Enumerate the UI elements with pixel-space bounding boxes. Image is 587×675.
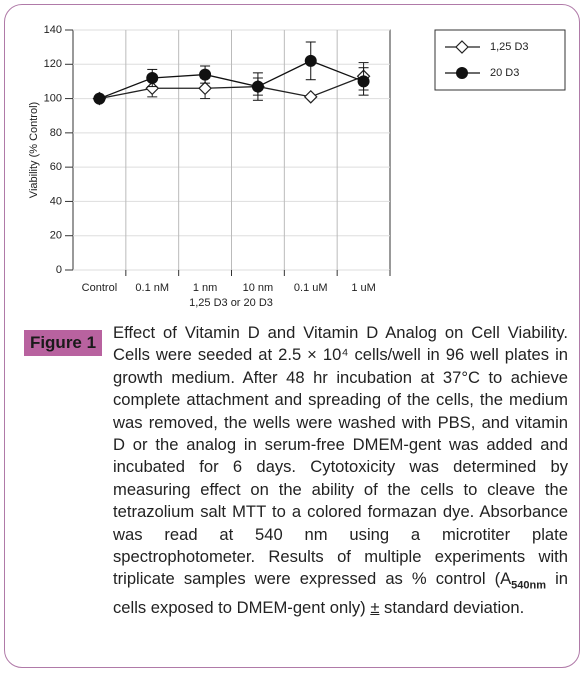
caption-text: Effect of Vitamin D and Vitamin D Analog…: [113, 323, 568, 589]
x-tick-label: 1 uM: [351, 282, 375, 294]
y-tick-label: 0: [56, 264, 62, 276]
data-point: [357, 75, 370, 88]
y-tick-label: 80: [50, 127, 62, 139]
caption-text: standard deviation.: [379, 598, 525, 618]
data-point: [146, 72, 159, 84]
caption-subscript: 540nm: [511, 579, 547, 592]
series-line: [99, 60, 364, 100]
y-axis-label: Viability (% Control): [28, 102, 40, 198]
chart: Viability (% Control) 1,25 D3 or 20 D3 0…: [28, 24, 566, 309]
caption-text: in cells exposed to DMEM-gent only): [113, 569, 569, 618]
figure-frame: [4, 4, 580, 668]
y-tick-label: 100: [44, 92, 62, 104]
y-tick-label: 60: [50, 161, 62, 173]
data-point: [303, 90, 318, 104]
x-tick-label: 1 nm: [193, 282, 217, 294]
y-tick-label: 20: [50, 230, 62, 242]
data-point: [304, 54, 317, 67]
x-tick-label: 0.1 nM: [135, 282, 169, 294]
legend-label: 1,25 D3: [490, 41, 529, 53]
x-axis-label: 1,25 D3 or 20 D3: [189, 297, 273, 309]
legend-box: [434, 29, 566, 91]
y-tick-label: 120: [44, 58, 62, 70]
data-point: [198, 81, 212, 96]
data-point: [93, 92, 106, 105]
x-tick-label: 10 nm: [243, 282, 274, 294]
caption-symbol: ±: [370, 598, 380, 618]
x-tick-label: Control: [82, 282, 117, 294]
data-point: [199, 68, 212, 81]
series-line: [99, 75, 364, 100]
legend-marker: [456, 67, 468, 79]
y-tick-label: 40: [50, 195, 62, 207]
legend-marker: [455, 40, 469, 54]
y-tick-label: 140: [44, 24, 62, 36]
figure-caption: Effect of Vitamin D and Vitamin D Analog…: [113, 322, 568, 620]
data-point: [251, 80, 264, 93]
x-tick-label: 0.1 uM: [294, 282, 328, 294]
legend-label: 20 D3: [490, 67, 519, 79]
figure-label: Figure 1: [24, 330, 102, 356]
